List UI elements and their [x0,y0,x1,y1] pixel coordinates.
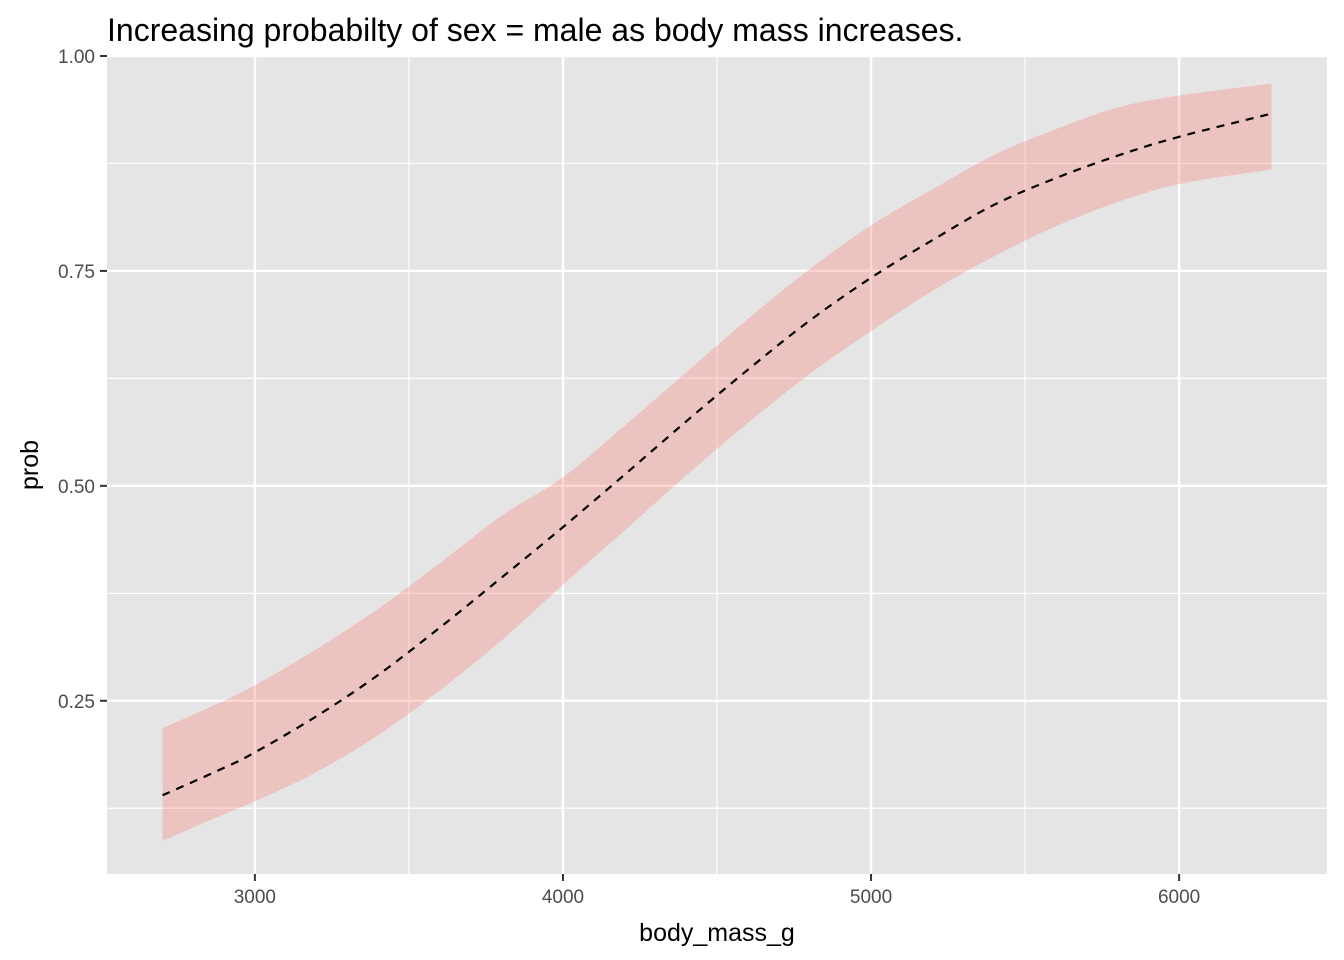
chart-title: Increasing probabilty of sex = male as b… [107,12,963,48]
y-tick-label: 0.75 [58,262,95,283]
x-axis-title: body_mass_g [639,919,795,947]
major-gridlines [107,54,1327,874]
y-tick-label: 1.00 [58,47,95,68]
x-axis: 3000 4000 5000 6000 [234,874,1200,908]
y-tick-label: 0.50 [58,477,95,498]
y-axis-title: prob [16,440,44,490]
confidence-ribbon [162,83,1272,841]
x-tick-label: 5000 [850,887,892,908]
x-tick-label: 4000 [542,887,584,908]
y-tick-label: 0.25 [58,692,95,713]
fitted-probability-line [162,112,1272,797]
x-tick-label: 3000 [234,887,276,908]
x-tick-label: 6000 [1158,887,1200,908]
minor-gridlines [107,56,1327,874]
y-axis: 0.25 0.50 0.75 1.00 [58,47,107,713]
